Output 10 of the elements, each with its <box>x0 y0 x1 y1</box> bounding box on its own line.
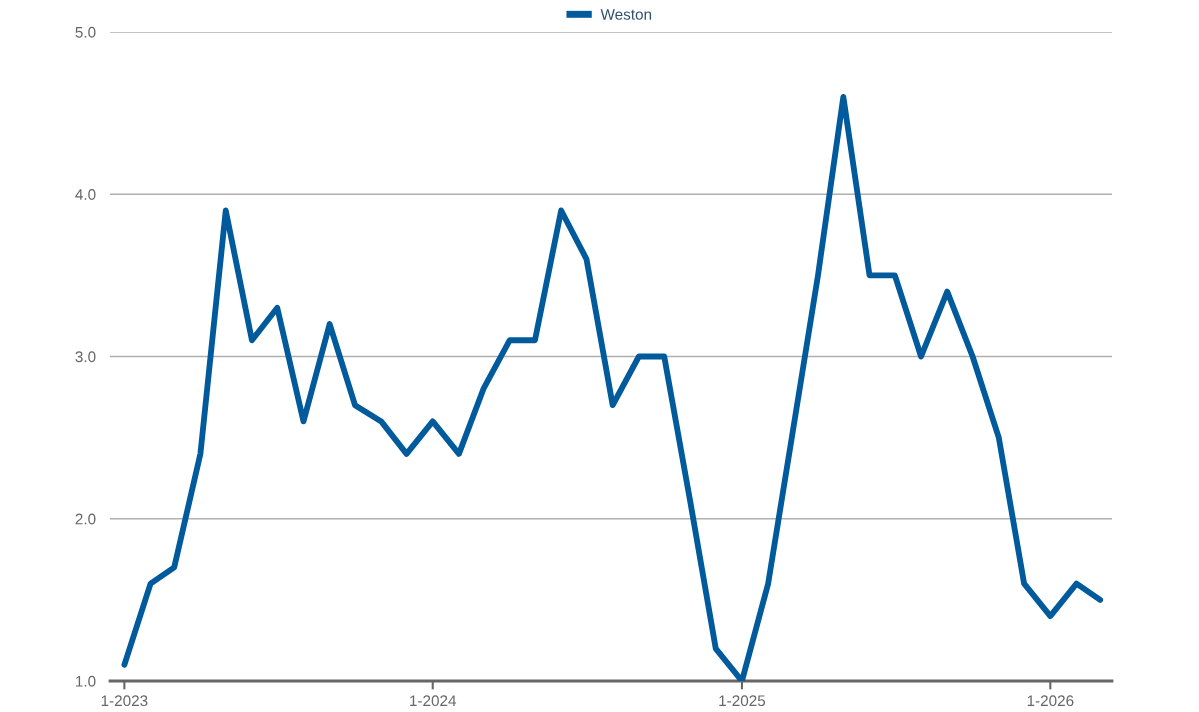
y-tick-label: 4.0 <box>75 189 96 200</box>
x-tick-label: 1-2025 <box>719 695 766 707</box>
y-tick-label: 3.0 <box>75 351 96 363</box>
legend-label: Weston <box>600 9 652 20</box>
y-tick-label: 1.0 <box>76 675 96 687</box>
y-tick-label: 2.0 <box>75 513 96 525</box>
x-tick-label: 1-2023 <box>101 695 148 707</box>
x-tick-label: 1-2024 <box>410 695 457 707</box>
x-tick-label: 1-2026 <box>1027 695 1074 707</box>
y-tick-label: 5.0 <box>75 26 96 38</box>
